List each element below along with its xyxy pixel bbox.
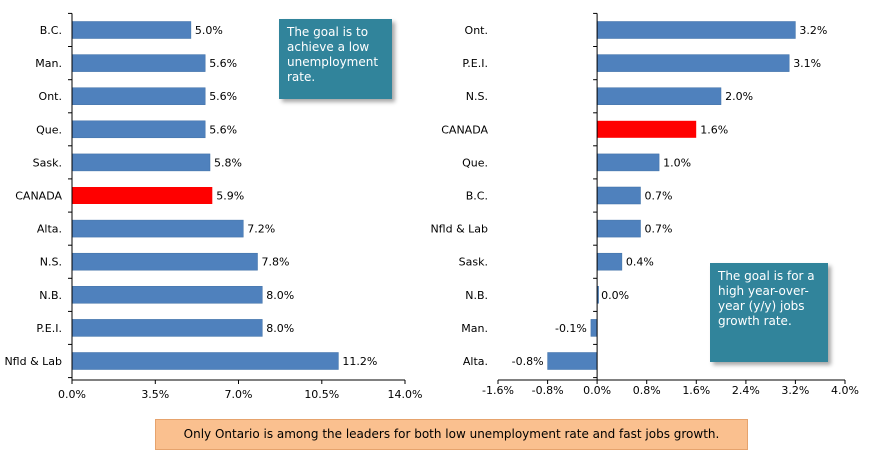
left-tick-label: 3.5% xyxy=(141,388,169,401)
right-category-label: Que. xyxy=(462,156,488,169)
left-bar-n-s xyxy=(71,252,258,271)
right-chart: Ont. 3.2% P.E.I. 3.1% N.S. 2.0% CANADA 1.6% Que.… xyxy=(430,12,859,397)
left-tick-label: 14.0% xyxy=(388,388,423,401)
right-bar-que xyxy=(596,153,660,172)
left-bar-alta xyxy=(71,219,244,238)
right-tick-label: 0.0% xyxy=(583,384,611,397)
right-category-label: Nfld & Lab xyxy=(430,223,488,236)
left-value-label: 7.2% xyxy=(247,223,275,236)
right-category-label: CANADA xyxy=(441,123,488,136)
right-value-label: 0.7% xyxy=(645,223,673,236)
left-category-label: P.E.I. xyxy=(36,322,62,335)
left-tick-label: 10.5% xyxy=(304,388,339,401)
right-bar-alta xyxy=(547,352,598,370)
left-value-label: 5.8% xyxy=(214,156,242,169)
right-value-label: 2.0% xyxy=(725,90,753,103)
right-bar-ont xyxy=(596,21,796,39)
right-tick-label: 2.4% xyxy=(732,384,760,397)
left-value-label: 5.6% xyxy=(209,90,237,103)
right-value-label: 1.6% xyxy=(700,123,728,136)
right-value-label: -0.1% xyxy=(555,322,587,335)
left-bar-b-c xyxy=(71,21,192,39)
left-value-label: 5.6% xyxy=(209,123,237,136)
left-category-label: N.B. xyxy=(39,289,62,302)
right-bar-man xyxy=(590,319,598,337)
left-goal-note: The goal is to achieve a low unemploymen… xyxy=(279,19,392,99)
right-category-label: N.B. xyxy=(465,289,488,302)
right-category-label: P.E.I. xyxy=(462,57,488,70)
left-bar-man xyxy=(71,54,206,72)
right-bar-n-s xyxy=(596,87,722,105)
left-value-label: 5.6% xyxy=(209,57,237,70)
right-value-label: 3.1% xyxy=(793,57,821,70)
left-category-label: Nfld & Lab xyxy=(4,355,62,368)
right-value-label: 0.7% xyxy=(645,190,673,203)
left-tick-label: 0.0% xyxy=(58,388,86,401)
right-category-label: Man. xyxy=(461,322,488,335)
right-tick-label: 0.8% xyxy=(633,384,661,397)
left-bar-nfld-lab xyxy=(71,352,339,370)
left-category-label: B.C. xyxy=(40,24,62,37)
right-bar-sask xyxy=(596,252,623,271)
right-tick-label: -0.8% xyxy=(532,384,564,397)
left-bar-p-e-i xyxy=(71,319,263,337)
left-tick-label: 7.0% xyxy=(225,388,253,401)
left-category-label: Que. xyxy=(36,123,62,136)
right-value-label: 0.4% xyxy=(626,256,654,269)
right-bar-b-c xyxy=(596,186,641,205)
left-value-label: 7.8% xyxy=(262,256,290,269)
right-category-label: N.S. xyxy=(466,90,488,103)
left-value-label: 8.0% xyxy=(266,322,294,335)
left-category-label: N.S. xyxy=(40,256,62,269)
left-bar-que xyxy=(71,120,206,139)
left-value-label: 8.0% xyxy=(266,289,294,302)
right-category-label: B.C. xyxy=(466,190,488,203)
left-bar-n-b xyxy=(71,286,263,304)
right-value-label: 0.0% xyxy=(601,289,629,302)
right-tick-label: 3.2% xyxy=(781,384,809,397)
right-value-label: -0.8% xyxy=(512,355,544,368)
left-bar-sask xyxy=(71,153,211,172)
left-category-label: Man. xyxy=(35,57,62,70)
right-category-label: Alta. xyxy=(463,355,488,368)
left-bar-ont xyxy=(71,87,206,105)
right-bar-p-e-i xyxy=(596,54,790,72)
summary-caption: Only Ontario is among the leaders for bo… xyxy=(155,419,748,450)
left-bar-canada xyxy=(72,187,213,204)
left-category-label: CANADA xyxy=(15,190,62,203)
right-tick-label: 1.6% xyxy=(682,384,710,397)
right-category-label: Sask. xyxy=(459,256,488,269)
left-value-label: 5.0% xyxy=(195,24,223,37)
left-chart: B.C. 5.0% Man. 5.6% Ont. 5.6% Que. 5.6% Sask. 5.8… xyxy=(4,12,423,401)
left-category-label: Sask. xyxy=(33,156,62,169)
right-goal-note: The goal is for a high year-over-year (y… xyxy=(710,263,828,362)
right-value-label: 3.2% xyxy=(799,24,827,37)
left-category-label: Ont. xyxy=(39,90,62,103)
left-value-label: 5.9% xyxy=(216,190,244,203)
right-tick-label: 4.0% xyxy=(831,384,859,397)
right-bar-canada xyxy=(597,120,697,138)
left-value-label: 11.2% xyxy=(342,355,377,368)
right-value-label: 1.0% xyxy=(663,156,691,169)
right-tick-label: -1.6% xyxy=(482,384,514,397)
right-bar-nfld-lab xyxy=(596,219,641,238)
left-category-label: Alta. xyxy=(37,223,62,236)
right-category-label: Ont. xyxy=(465,24,488,37)
